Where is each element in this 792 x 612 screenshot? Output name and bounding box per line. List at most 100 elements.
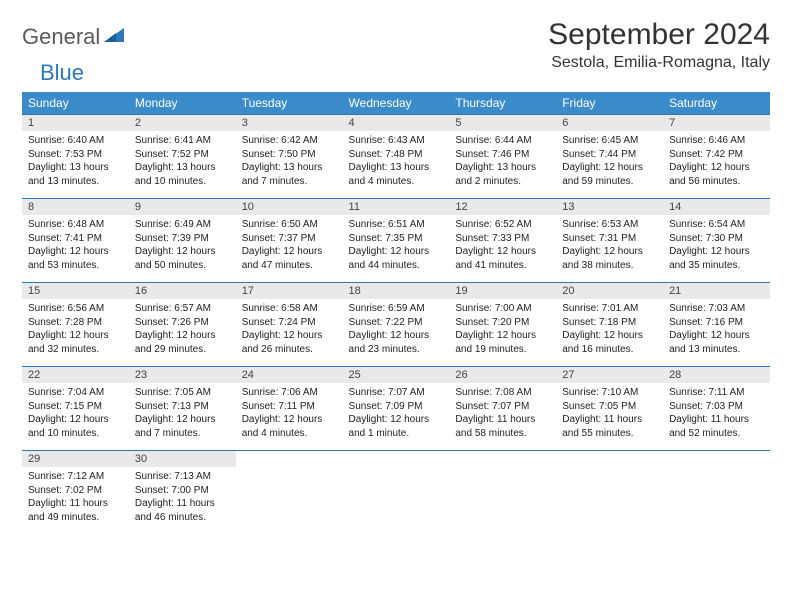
sunrise: Sunrise: 6:58 AM <box>242 302 337 316</box>
day-number: 26 <box>449 367 556 383</box>
sunrise: Sunrise: 6:45 AM <box>562 134 657 148</box>
calendar-cell: 21Sunrise: 7:03 AMSunset: 7:16 PMDayligh… <box>663 283 770 367</box>
sunrise: Sunrise: 6:59 AM <box>349 302 444 316</box>
day-body: Sunrise: 6:52 AMSunset: 7:33 PMDaylight:… <box>449 215 556 282</box>
sunset: Sunset: 7:35 PM <box>349 232 444 246</box>
daylight: Daylight: 11 hours and 58 minutes. <box>455 413 550 440</box>
day-body: Sunrise: 6:45 AMSunset: 7:44 PMDaylight:… <box>556 131 663 198</box>
day-body: Sunrise: 6:51 AMSunset: 7:35 PMDaylight:… <box>343 215 450 282</box>
daylight: Daylight: 12 hours and 41 minutes. <box>455 245 550 272</box>
day-number: 2 <box>129 115 236 131</box>
weekday-header: Saturday <box>663 92 770 115</box>
sunrise: Sunrise: 6:42 AM <box>242 134 337 148</box>
weekday-header: Friday <box>556 92 663 115</box>
sunset: Sunset: 7:33 PM <box>455 232 550 246</box>
day-body: Sunrise: 7:03 AMSunset: 7:16 PMDaylight:… <box>663 299 770 366</box>
daylight: Daylight: 11 hours and 55 minutes. <box>562 413 657 440</box>
daylight: Daylight: 12 hours and 16 minutes. <box>562 329 657 356</box>
day-body: Sunrise: 6:53 AMSunset: 7:31 PMDaylight:… <box>556 215 663 282</box>
logo-text-general: General <box>22 24 100 50</box>
sunset: Sunset: 7:09 PM <box>349 400 444 414</box>
calendar-cell: 25Sunrise: 7:07 AMSunset: 7:09 PMDayligh… <box>343 367 450 451</box>
day-body: Sunrise: 7:04 AMSunset: 7:15 PMDaylight:… <box>22 383 129 450</box>
daylight: Daylight: 13 hours and 4 minutes. <box>349 161 444 188</box>
day-body: Sunrise: 6:44 AMSunset: 7:46 PMDaylight:… <box>449 131 556 198</box>
calendar-cell <box>556 451 663 535</box>
sunrise: Sunrise: 7:04 AM <box>28 386 123 400</box>
day-number: 8 <box>22 199 129 215</box>
daylight: Daylight: 12 hours and 1 minute. <box>349 413 444 440</box>
calendar-cell: 29Sunrise: 7:12 AMSunset: 7:02 PMDayligh… <box>22 451 129 535</box>
calendar-row: 1 Sunrise: 6:40 AMSunset: 7:53 PM Daylight… <box>22 115 770 199</box>
day-body: Sunrise: 7:07 AMSunset: 7:09 PMDaylight:… <box>343 383 450 450</box>
sunrise: Sunrise: 7:10 AM <box>562 386 657 400</box>
daylight: Daylight: 12 hours and 35 minutes. <box>669 245 764 272</box>
sunset: Sunset: 7:50 PM <box>242 148 337 162</box>
weekday-header: Tuesday <box>236 92 343 115</box>
calendar-cell: 19Sunrise: 7:00 AMSunset: 7:20 PMDayligh… <box>449 283 556 367</box>
sunset: Sunset: 7:37 PM <box>242 232 337 246</box>
weekday-header: Thursday <box>449 92 556 115</box>
day-number: 16 <box>129 283 236 299</box>
daylight: Daylight: 12 hours and 50 minutes. <box>135 245 230 272</box>
sunset: Sunset: 7:46 PM <box>455 148 550 162</box>
daylight: Daylight: 12 hours and 19 minutes. <box>455 329 550 356</box>
calendar-cell: 2Sunrise: 6:41 AMSunset: 7:52 PMDaylight… <box>129 115 236 199</box>
day-number: 19 <box>449 283 556 299</box>
daylight: Daylight: 11 hours and 52 minutes. <box>669 413 764 440</box>
sunrise: Sunrise: 6:56 AM <box>28 302 123 316</box>
calendar-cell: 13Sunrise: 6:53 AMSunset: 7:31 PMDayligh… <box>556 199 663 283</box>
day-number: 1 <box>22 115 129 131</box>
calendar-cell: 16Sunrise: 6:57 AMSunset: 7:26 PMDayligh… <box>129 283 236 367</box>
calendar-cell: 17Sunrise: 6:58 AMSunset: 7:24 PMDayligh… <box>236 283 343 367</box>
daylight: Daylight: 12 hours and 29 minutes. <box>135 329 230 356</box>
sunrise: Sunrise: 7:05 AM <box>135 386 230 400</box>
daylight: Daylight: 13 hours and 7 minutes. <box>242 161 337 188</box>
day-number: 7 <box>663 115 770 131</box>
title-block: September 2024 Sestola, Emilia-Romagna, … <box>548 18 770 72</box>
sunrise: Sunrise: 7:11 AM <box>669 386 764 400</box>
daylight: Daylight: 13 hours and 2 minutes. <box>455 161 550 188</box>
sunset: Sunset: 7:31 PM <box>562 232 657 246</box>
sunrise: Sunrise: 6:57 AM <box>135 302 230 316</box>
calendar-cell: 26Sunrise: 7:08 AMSunset: 7:07 PMDayligh… <box>449 367 556 451</box>
sunset: Sunset: 7:53 PM <box>28 148 123 162</box>
daylight: Daylight: 12 hours and 32 minutes. <box>28 329 123 356</box>
daylight: Daylight: 12 hours and 13 minutes. <box>669 329 764 356</box>
day-number: 14 <box>663 199 770 215</box>
sunset: Sunset: 7:48 PM <box>349 148 444 162</box>
calendar-cell: 5Sunrise: 6:44 AMSunset: 7:46 PMDaylight… <box>449 115 556 199</box>
calendar-cell: 20Sunrise: 7:01 AMSunset: 7:18 PMDayligh… <box>556 283 663 367</box>
day-body: Sunrise: 6:43 AMSunset: 7:48 PMDaylight:… <box>343 131 450 198</box>
sunrise: Sunrise: 6:46 AM <box>669 134 764 148</box>
day-number: 18 <box>343 283 450 299</box>
daylight: Daylight: 12 hours and 53 minutes. <box>28 245 123 272</box>
sunrise: Sunrise: 6:53 AM <box>562 218 657 232</box>
day-body: Sunrise: 7:01 AMSunset: 7:18 PMDaylight:… <box>556 299 663 366</box>
weekday-header: Sunday <box>22 92 129 115</box>
day-body: Sunrise: 6:48 AMSunset: 7:41 PMDaylight:… <box>22 215 129 282</box>
location: Sestola, Emilia-Romagna, Italy <box>548 54 770 72</box>
day-body: Sunrise: 6:54 AMSunset: 7:30 PMDaylight:… <box>663 215 770 282</box>
daylight: Daylight: 12 hours and 26 minutes. <box>242 329 337 356</box>
sunset: Sunset: 7:39 PM <box>135 232 230 246</box>
sunrise: Sunrise: 7:12 AM <box>28 470 123 484</box>
daylight: Daylight: 11 hours and 49 minutes. <box>28 497 123 524</box>
sunset: Sunset: 7:30 PM <box>669 232 764 246</box>
sunrise: Sunrise: 6:41 AM <box>135 134 230 148</box>
calendar-cell: 1Sunrise: 6:40 AMSunset: 7:53 PMDaylight… <box>22 115 129 199</box>
sunset: Sunset: 7:05 PM <box>562 400 657 414</box>
day-body: Sunrise: 7:05 AMSunset: 7:13 PMDaylight:… <box>129 383 236 450</box>
calendar-row: 8Sunrise: 6:48 AMSunset: 7:41 PMDaylight… <box>22 199 770 283</box>
daylight: Daylight: 12 hours and 47 minutes. <box>242 245 337 272</box>
sunrise: Sunrise: 6:54 AM <box>669 218 764 232</box>
day-body: Sunrise: 7:11 AMSunset: 7:03 PMDaylight:… <box>663 383 770 450</box>
calendar-head: SundayMondayTuesdayWednesdayThursdayFrid… <box>22 92 770 115</box>
day-body: Sunrise: 6:59 AMSunset: 7:22 PMDaylight:… <box>343 299 450 366</box>
sunrise: Sunrise: 6:40 AM <box>28 134 123 148</box>
day-number: 3 <box>236 115 343 131</box>
calendar-cell: 8Sunrise: 6:48 AMSunset: 7:41 PMDaylight… <box>22 199 129 283</box>
day-body: Sunrise: 6:49 AMSunset: 7:39 PMDaylight:… <box>129 215 236 282</box>
calendar-cell: 7Sunrise: 6:46 AMSunset: 7:42 PMDaylight… <box>663 115 770 199</box>
sunset: Sunset: 7:28 PM <box>28 316 123 330</box>
